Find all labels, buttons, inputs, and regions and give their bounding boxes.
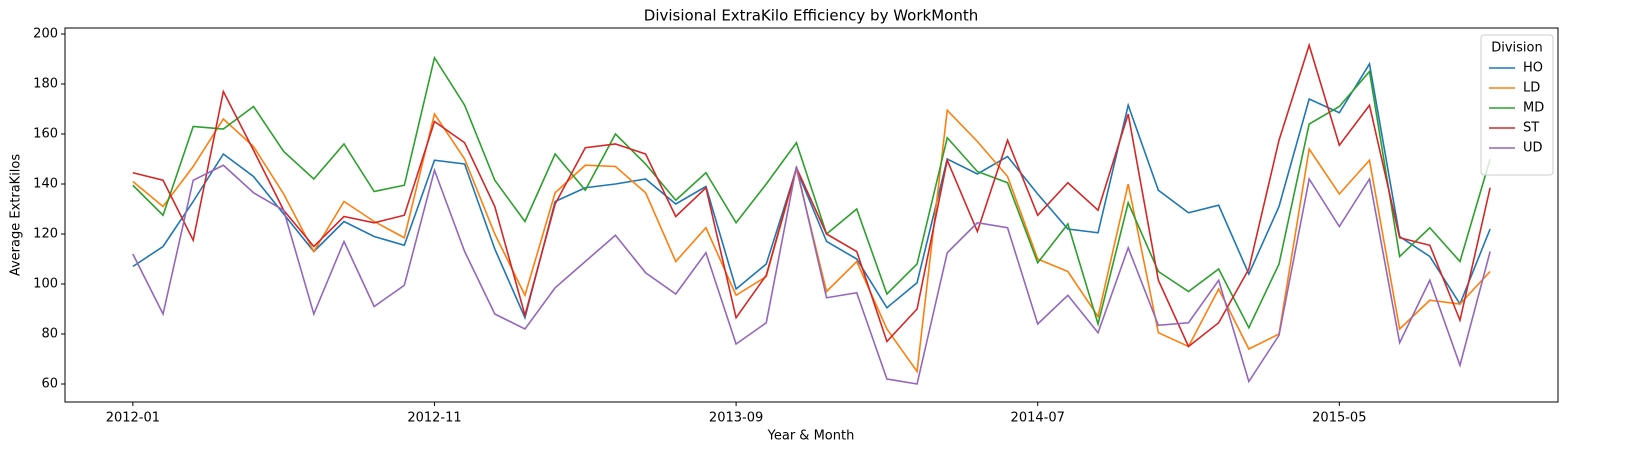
series-line [132,55,1491,330]
plot-frame [64,27,1559,403]
x-tick-label: 2013-09 [709,411,763,426]
legend-label: HO [1523,61,1543,76]
legend-label: ST [1523,121,1539,136]
y-tick-label: 80 [41,327,58,342]
chart-title: Divisional ExtraKilo Efficiency by WorkM… [644,7,978,25]
y-tick-label: 60 [41,377,58,392]
legend-label: UD [1523,141,1543,156]
y-tick-label: 200 [33,27,58,42]
x-tick-label: 2012-11 [407,411,461,426]
legend-label: MD [1523,101,1544,116]
series-line [132,108,1491,374]
series-line [132,61,1491,321]
legend-title: Division [1491,41,1543,56]
legend-label: LD [1523,81,1540,96]
y-tick-label: 180 [33,77,58,92]
x-tick-label: 2015-05 [1312,411,1366,426]
series-line [132,42,1491,348]
y-tick-label: 100 [33,277,58,292]
y-tick-label: 140 [33,177,58,192]
y-tick-label: 120 [33,227,58,242]
x-axis-label: Year & Month [767,429,855,444]
y-axis-label: Average ExtraKilos [9,154,24,277]
x-tick-label: 2014-07 [1011,411,1065,426]
legend-box [1480,34,1554,176]
series-line [132,164,1491,385]
x-tick-label: 2012-01 [106,411,160,426]
y-tick-label: 160 [33,127,58,142]
